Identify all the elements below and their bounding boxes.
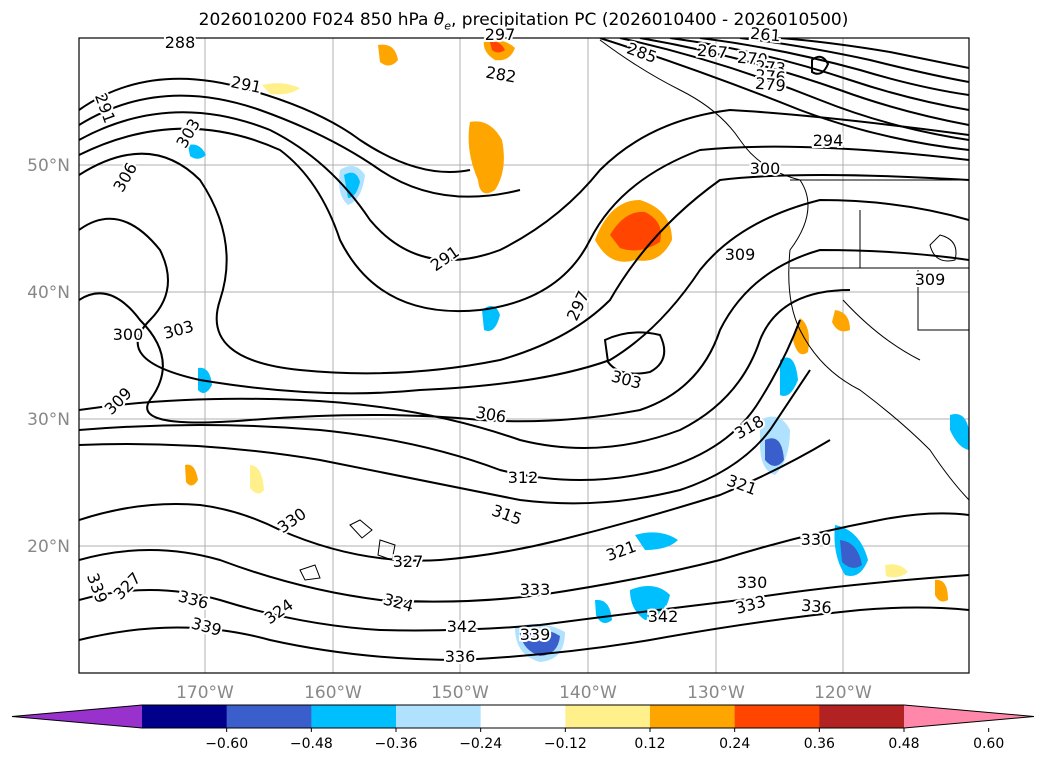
contour-label: 300: [750, 159, 781, 178]
contour-label: 270: [736, 48, 768, 70]
contour-label: 330: [801, 530, 832, 549]
colorbar-bin: [142, 705, 228, 728]
colorbar-bin: [565, 705, 651, 728]
lon-label-160w: 160°W: [304, 683, 362, 703]
theta-e-contours: [79, 38, 969, 662]
contour-label: 336: [445, 647, 476, 666]
contour-label: 294: [813, 131, 844, 150]
lon-label-130w: 130°W: [687, 683, 745, 703]
colorbar-outline: [11, 704, 1035, 729]
colorbar-tick-label: −0.24: [459, 736, 502, 752]
contour-label: 342: [447, 617, 478, 636]
contour-label: 261: [749, 24, 781, 46]
lon-label-150w: 150°W: [431, 683, 489, 703]
colorbar-tick-label: 0.12: [634, 736, 665, 752]
colorbar-ticks: −0.60 −0.48 −0.36 −0.24 −0.12 0.12 0.24 0.36 0.4…: [205, 728, 1004, 752]
map-title: 2026010200 F024 850 hPa θe, precipitatio…: [198, 10, 849, 33]
lon-label-120w: 120°W: [814, 683, 872, 703]
precip-shading: [185, 39, 969, 662]
colorbar-bin: [734, 705, 820, 728]
lon-label-170w: 170°W: [176, 683, 234, 703]
colorbar: [11, 704, 1035, 729]
colorbar-tick-label: 0.36: [804, 736, 835, 752]
colorbar-min-extension: [12, 705, 142, 728]
graticule: [79, 38, 969, 673]
contour-label: 312: [508, 468, 539, 487]
map-frame: [79, 38, 969, 673]
contour-label: 288: [165, 33, 196, 52]
colorbar-tick-label: −0.60: [205, 736, 248, 752]
contour-label: 342: [648, 607, 679, 626]
contour-label: 336: [800, 596, 832, 618]
colorbar-max-extension: [904, 705, 1034, 728]
contour-label: 279: [754, 74, 786, 96]
coastlines: [299, 39, 969, 581]
colorbar-tick-label: −0.48: [290, 736, 333, 752]
colorbar-bin: [480, 705, 566, 728]
contour-label: 300: [113, 325, 144, 344]
contour-label: 267: [696, 41, 728, 63]
colorbar-tick-label: 0.48: [888, 736, 919, 752]
colorbar-bin: [396, 705, 482, 728]
lat-label-40n: 40°N: [27, 283, 70, 303]
lat-label-50n: 50°N: [27, 156, 70, 176]
colorbar-bin: [650, 705, 736, 728]
colorbar-tick-label: −0.12: [544, 736, 587, 752]
contour-label: 276: [754, 66, 786, 88]
colorbar-tick-label: 0.60: [973, 736, 1004, 752]
contour-label: 309: [915, 270, 946, 289]
contour-label: 327: [393, 552, 424, 571]
contour-label: 339: [520, 625, 551, 644]
lon-label-140w: 140°W: [559, 683, 617, 703]
colorbar-tick-label: 0.24: [719, 736, 750, 752]
colorbar-bin: [819, 705, 905, 728]
lat-label-20n: 20°N: [27, 537, 70, 557]
contour-label: 297: [485, 25, 516, 44]
contour-label: 333: [520, 580, 551, 599]
colorbar-bin: [226, 705, 312, 728]
map-border: [78, 37, 970, 674]
lat-label-30n: 30°N: [27, 410, 70, 430]
contour-label: 309: [725, 245, 756, 264]
colorbar-bin: [311, 705, 397, 728]
colorbar-tick-label: −0.36: [375, 736, 418, 752]
contour-label: 330: [737, 573, 768, 592]
